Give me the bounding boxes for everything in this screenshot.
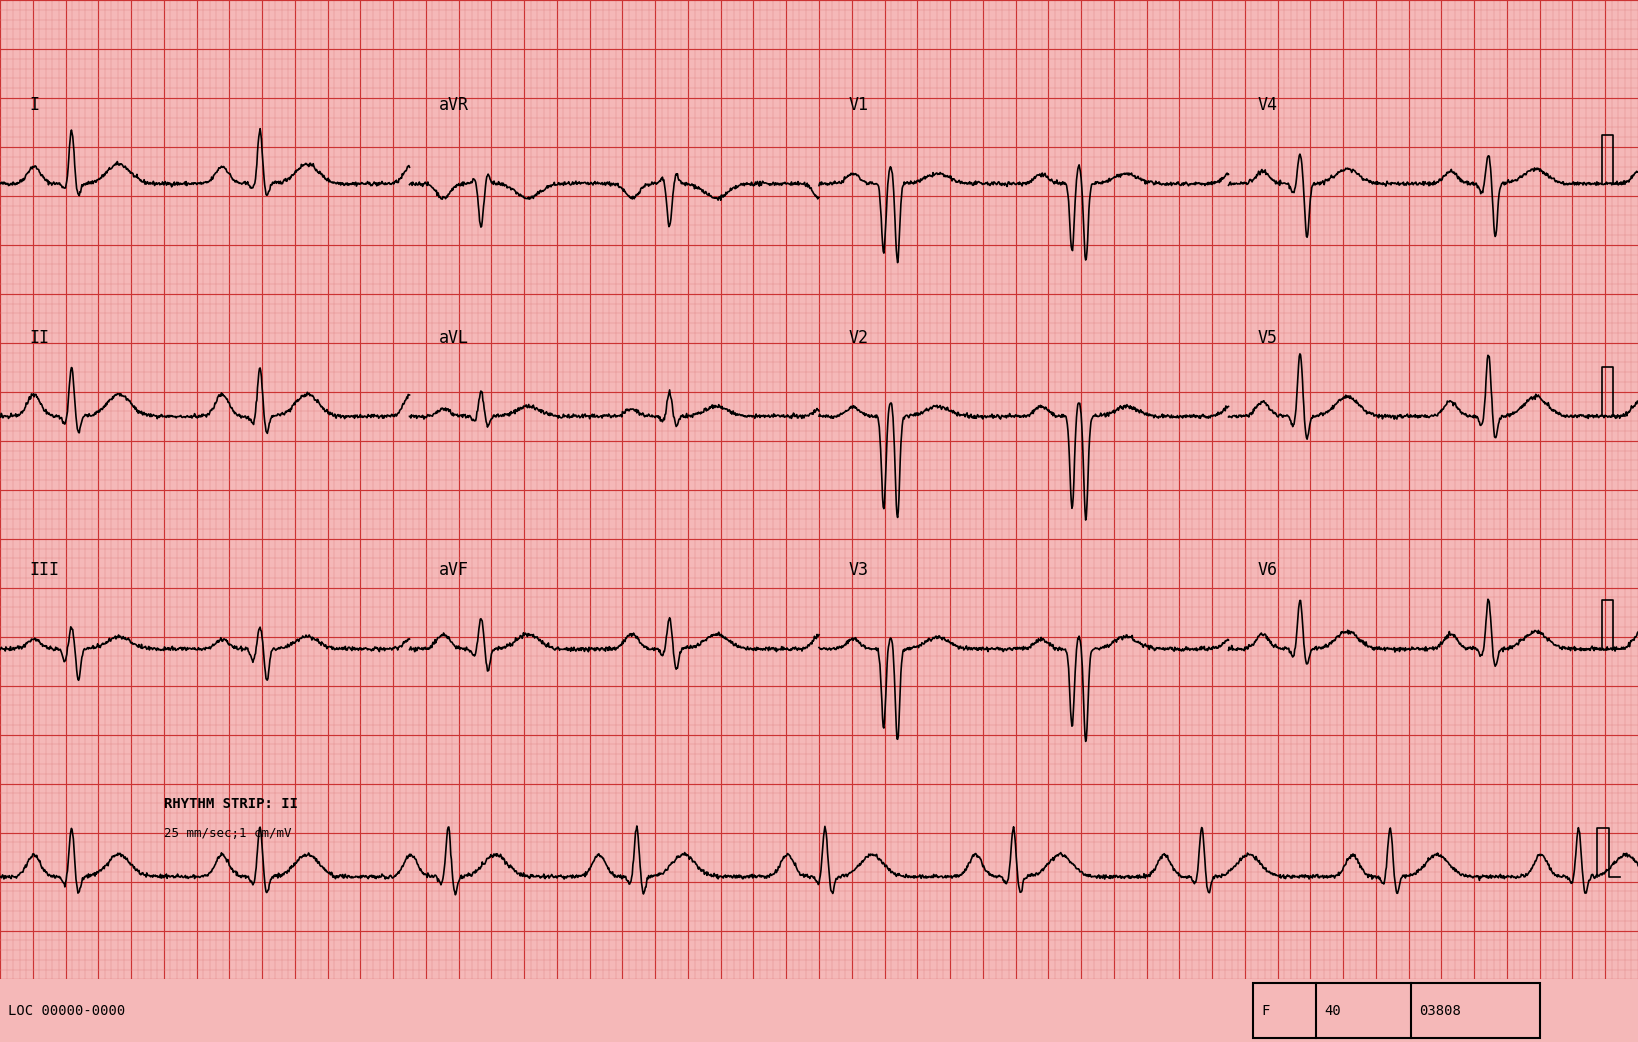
Text: I: I: [29, 96, 39, 115]
Text: F: F: [1261, 1003, 1269, 1018]
Text: III: III: [29, 562, 59, 579]
Text: 40: 40: [1325, 1003, 1342, 1018]
Text: 25 mm/sec;1 cm/mV: 25 mm/sec;1 cm/mV: [164, 827, 292, 841]
Text: V3: V3: [848, 562, 868, 579]
Text: LOC 00000-0000: LOC 00000-0000: [8, 1003, 126, 1018]
Text: II: II: [29, 329, 49, 347]
Text: aVL: aVL: [439, 329, 468, 347]
Text: RHYTHM STRIP: II: RHYTHM STRIP: II: [164, 797, 298, 811]
Text: 03808: 03808: [1419, 1003, 1461, 1018]
Text: V1: V1: [848, 96, 868, 115]
Text: V2: V2: [848, 329, 868, 347]
Text: aVF: aVF: [439, 562, 468, 579]
Text: aVR: aVR: [439, 96, 468, 115]
Text: V6: V6: [1258, 562, 1278, 579]
Text: V5: V5: [1258, 329, 1278, 347]
Text: V4: V4: [1258, 96, 1278, 115]
